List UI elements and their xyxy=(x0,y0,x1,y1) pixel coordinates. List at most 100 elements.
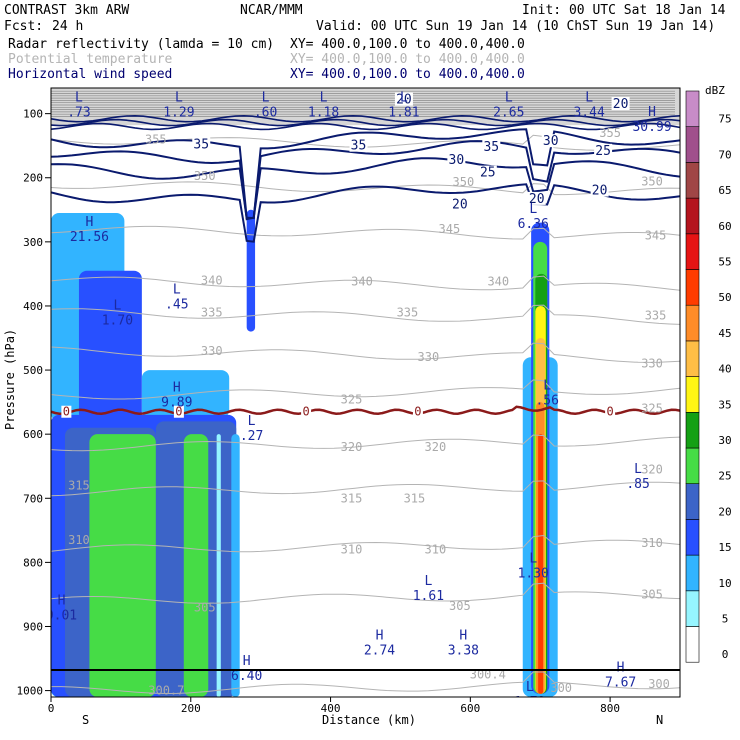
colorbar-label-70: 70 xyxy=(718,148,731,161)
wind-label-bg-4 xyxy=(541,134,560,148)
wind-label-bg-0 xyxy=(192,137,211,151)
theta-label-25: 310 xyxy=(341,543,363,557)
colorbar-swatch-60 xyxy=(685,197,700,235)
colorbar-swatch-45 xyxy=(685,304,700,342)
x-tick-label-400: 400 xyxy=(321,702,341,715)
y-tick-label-600: 600 xyxy=(23,428,43,441)
field-xy-wind: XY= 400.0,100.0 to 400.0,400.0 xyxy=(290,67,525,82)
hatch-line-9 xyxy=(51,110,675,113)
theta-label-11: 335 xyxy=(397,305,419,319)
extremum-kind-6: L xyxy=(585,91,593,106)
extremum-kind-14: L xyxy=(248,414,256,429)
theta-label-22: 315 xyxy=(341,491,363,505)
freezing-label-bg-1 xyxy=(173,405,184,418)
theta-label-30: 305 xyxy=(641,587,663,601)
wind-label-9: 20 xyxy=(452,198,468,213)
theta-contour-315 xyxy=(51,480,680,497)
theta-label-2: 350 xyxy=(194,169,216,183)
theta-contour-335 xyxy=(51,304,680,325)
extremum-kind-12: H xyxy=(173,380,181,395)
upper-hatch-layer xyxy=(51,88,680,126)
y-tick-label-900: 900 xyxy=(23,620,43,633)
colorbar-swatch-65 xyxy=(685,162,700,199)
colorbar-swatch-55 xyxy=(685,233,700,270)
wind-label-6: 25 xyxy=(595,144,611,159)
theta-label-0: 355 xyxy=(145,132,167,146)
hatch-line-7 xyxy=(51,106,675,108)
x-axis-left-end: S xyxy=(82,713,89,727)
extremum-value-3: 1.18 xyxy=(308,106,339,121)
model-label: CONTRAST 3km ARW xyxy=(4,3,129,18)
x-tick-label-600: 600 xyxy=(460,702,480,715)
wind-contour-upper-2 xyxy=(51,122,680,131)
colorbar-label-45: 45 xyxy=(718,327,731,340)
y-tick-label-300: 300 xyxy=(23,236,43,249)
x-axis: 0 200 400 600 800 xyxy=(48,697,620,715)
theta-contour-305 xyxy=(51,582,680,604)
extremum-value-14: .27 xyxy=(240,429,263,444)
extremum-value-16: 1.30 xyxy=(518,567,549,582)
wind-label-bg-1 xyxy=(349,138,368,152)
wind-label-4: 30 xyxy=(543,134,559,149)
extremum-value-22: 7.67 xyxy=(605,676,636,691)
hatch-line-8 xyxy=(51,108,675,110)
colorbar-label-40: 40 xyxy=(718,363,731,376)
theta-contour-310 xyxy=(51,534,680,553)
theta-label-19: 320 xyxy=(425,440,447,454)
y-axis-title: Pressure (hPa) xyxy=(3,329,17,430)
extremum-kind-16: L xyxy=(529,552,537,567)
theta-label-4: 350 xyxy=(641,175,663,189)
colorbar-label-10: 10 xyxy=(718,577,731,590)
wind-contour-layer xyxy=(51,114,680,243)
theta-contour-layer xyxy=(51,134,680,695)
y-tick-label-400: 400 xyxy=(23,300,43,313)
colorbar-swatch-75 xyxy=(685,90,700,128)
extremum-value-17: 1.61 xyxy=(413,589,444,604)
theta-contour-325 xyxy=(51,379,680,400)
theta-label-13: 330 xyxy=(201,344,223,358)
freezing-level-layer xyxy=(51,405,680,415)
hatch-line-0 xyxy=(51,90,675,92)
theta-label-18: 320 xyxy=(341,440,363,454)
theta-label-27: 310 xyxy=(641,536,663,550)
extremum-kind-17: L xyxy=(424,574,432,589)
wind-contour-35 xyxy=(51,128,680,220)
colorbar-swatch-30 xyxy=(685,411,700,449)
center-label: NCAR/MMM xyxy=(240,3,303,18)
wind-label-bg-8 xyxy=(527,191,546,205)
freezing-label-bg-0 xyxy=(61,405,72,418)
colorbar-swatch-40 xyxy=(685,340,700,377)
theta-label-24: 310 xyxy=(68,533,90,547)
colorbar-swatch-50 xyxy=(685,269,700,306)
extremum-kind-2: L xyxy=(262,91,270,106)
colorbar-label-35: 35 xyxy=(718,398,731,411)
freezing-label-2: 0 xyxy=(302,405,309,419)
colorbar-label-25: 25 xyxy=(718,470,731,483)
reflectivity-cell-11 xyxy=(216,434,221,697)
theta-label-5: 345 xyxy=(439,222,461,236)
field-name-reflectivity: Radar reflectivity (lamda = 10 cm) xyxy=(8,37,274,52)
freezing-label-bg-4 xyxy=(605,405,616,418)
plot-frame xyxy=(50,87,681,698)
x-axis-title: Distance (km) xyxy=(322,713,416,727)
theta-label-14: 330 xyxy=(418,350,440,364)
theta-label-15: 330 xyxy=(641,357,663,371)
extremum-value-8: 21.56 xyxy=(70,230,109,245)
extremum-value-7: 30.99 xyxy=(632,120,671,135)
colorbar-unit: dBZ xyxy=(705,84,725,97)
colorbar-label-75: 75 xyxy=(718,113,731,126)
field-name-wind: Horizontal wind speed xyxy=(8,67,172,82)
freezing-label-4: 0 xyxy=(606,405,613,419)
theta-label-21: 315 xyxy=(68,478,90,492)
hatch-line-4 xyxy=(51,99,675,101)
freezing-level-line xyxy=(51,405,680,415)
extremum-kind-7: H xyxy=(648,105,656,120)
extremum-kind-23: L xyxy=(526,680,534,695)
wind-label-bg-5 xyxy=(478,165,497,179)
colorbar-swatch-35 xyxy=(685,376,700,413)
wind-label-bg-10 xyxy=(394,92,413,106)
extremum-value-12: 9.89 xyxy=(161,395,192,410)
wind-label-bg-11 xyxy=(611,97,630,111)
